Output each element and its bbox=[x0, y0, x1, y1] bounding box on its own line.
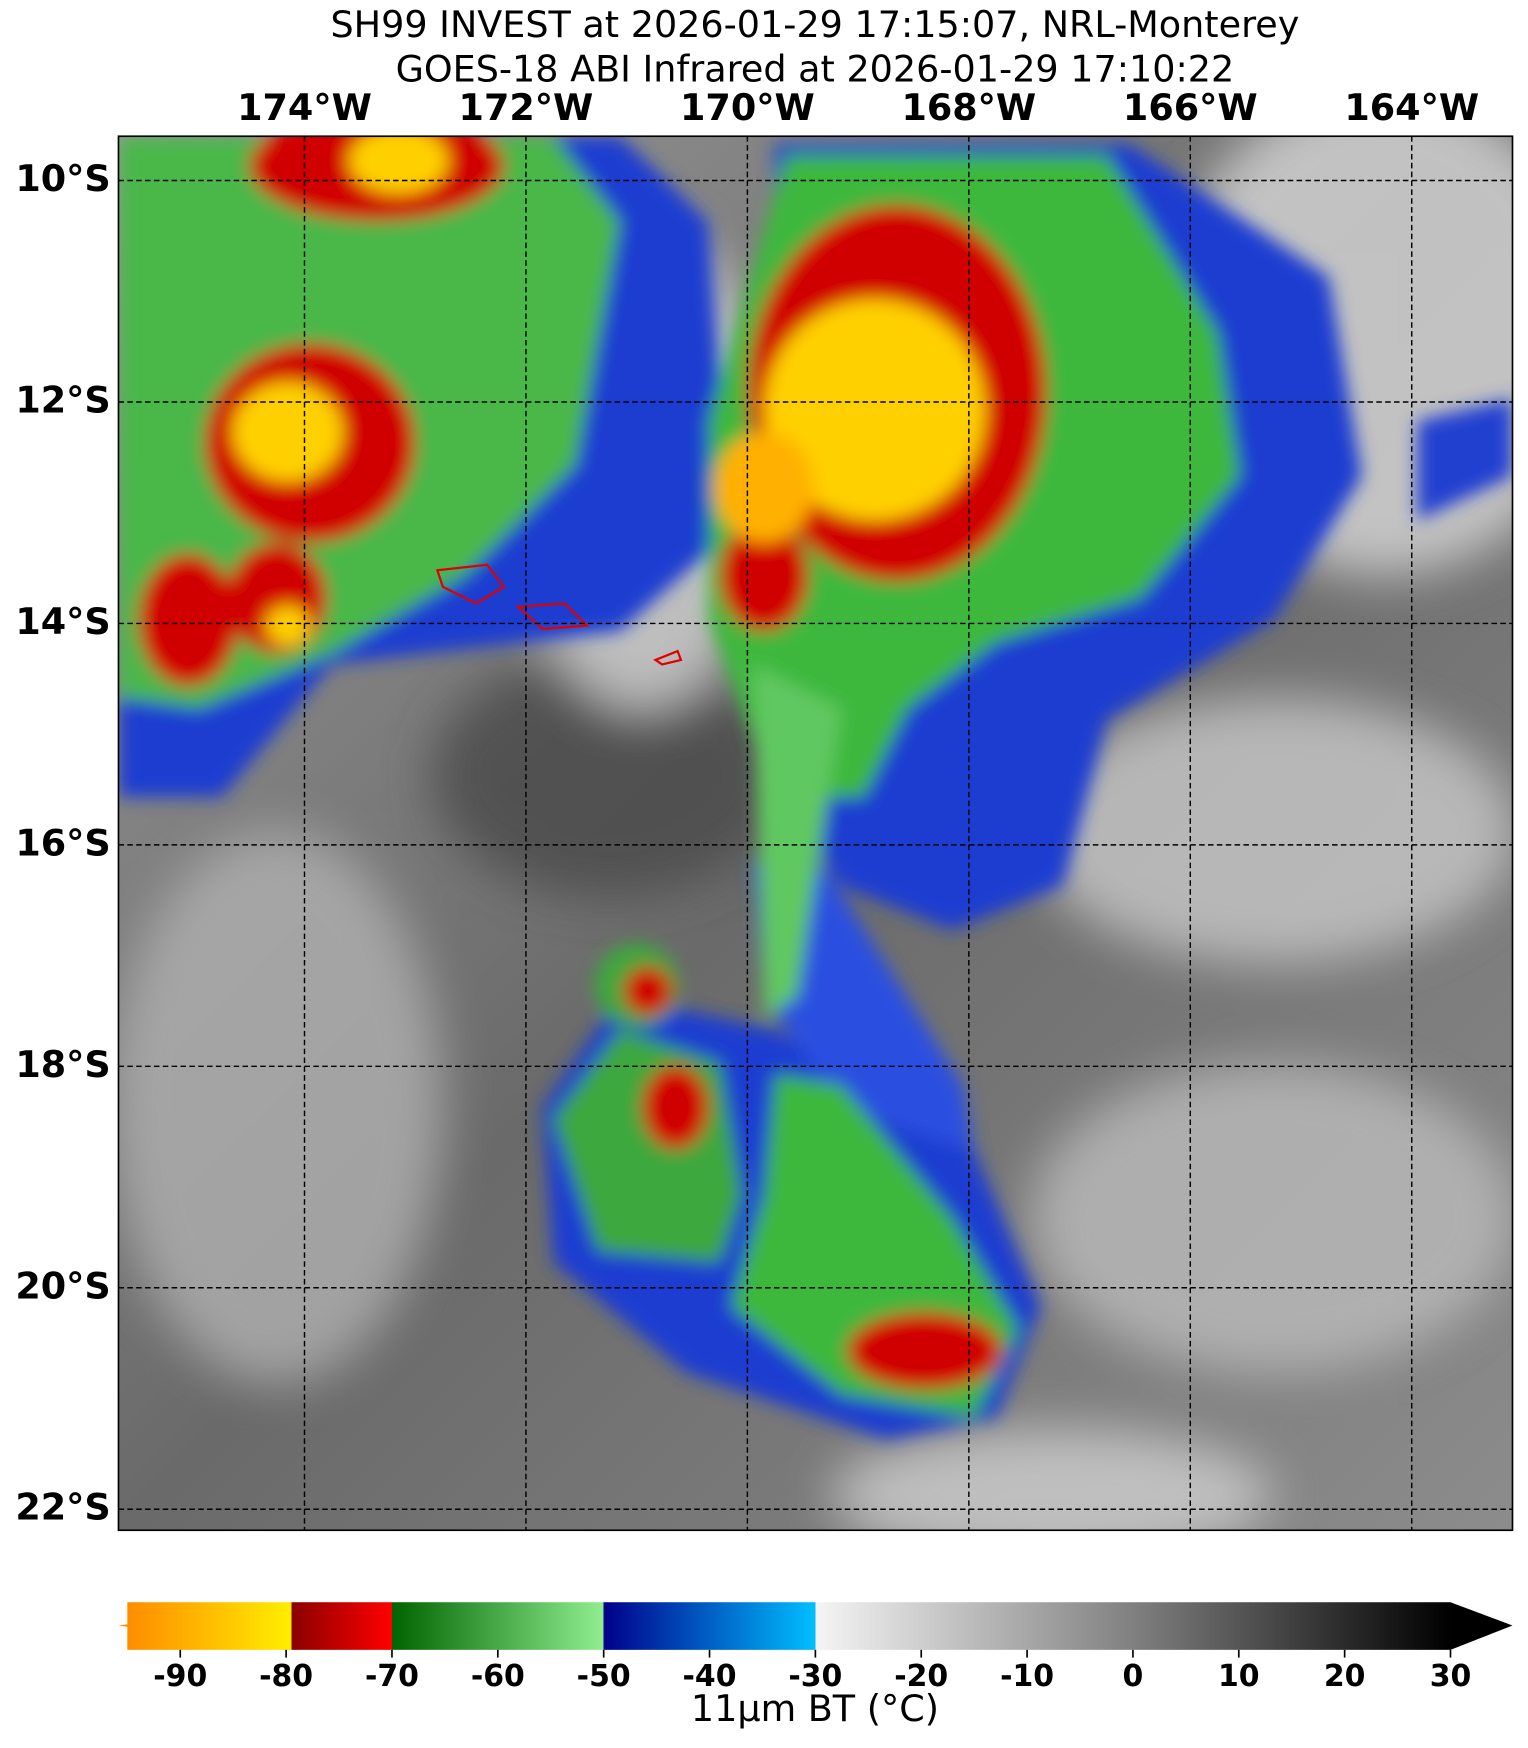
colorbar-tick-label: -50 bbox=[577, 1659, 631, 1694]
colorbar-tick-label: -60 bbox=[471, 1659, 525, 1694]
lon-tick-label: 174°W bbox=[237, 86, 372, 129]
colorbar-tick-label: -40 bbox=[683, 1659, 737, 1694]
lon-tick-label: 170°W bbox=[680, 86, 815, 129]
colorbar-tick-label: 20 bbox=[1324, 1659, 1366, 1694]
map-frame bbox=[117, 135, 1514, 1532]
lat-tick-label: 12°S bbox=[15, 378, 110, 421]
colorbar-tick-label: 0 bbox=[1123, 1659, 1144, 1694]
lat-tick-label: 16°S bbox=[15, 821, 110, 864]
colorbar bbox=[127, 1602, 1451, 1650]
title-line: GOES-18 ABI Infrared at 2026-01-29 17:10… bbox=[396, 47, 1235, 90]
colorbar-tick-label: 10 bbox=[1218, 1659, 1260, 1694]
lat-tick-label: 20°S bbox=[15, 1264, 110, 1307]
satellite-image bbox=[118, 136, 1513, 1531]
colorbar-tick-label: -30 bbox=[788, 1659, 842, 1694]
colorbar-extend-high bbox=[1450, 1602, 1513, 1650]
lat-tick-label: 18°S bbox=[15, 1043, 110, 1086]
lat-tick-label: 14°S bbox=[15, 600, 110, 643]
graticule bbox=[118, 136, 1513, 1531]
colorbar-tick-label: 30 bbox=[1430, 1659, 1472, 1694]
colorbar-tick-label: -10 bbox=[1000, 1659, 1054, 1694]
lon-tick-label: 168°W bbox=[901, 86, 1036, 129]
colorbar-tick-label: -80 bbox=[259, 1659, 313, 1694]
lat-tick-label: 22°S bbox=[15, 1486, 110, 1529]
colorbar-label: 11μm BT (°C) bbox=[691, 1687, 939, 1730]
lon-tick-label: 172°W bbox=[459, 86, 594, 129]
lon-tick-label: 166°W bbox=[1123, 86, 1258, 129]
lat-tick-label: 10°S bbox=[15, 157, 110, 200]
title-line: SH99 INVEST at 2026-01-29 17:15:07, NRL-… bbox=[330, 3, 1299, 46]
colorbar-tick-label: -20 bbox=[894, 1659, 948, 1694]
lon-tick-label: 164°W bbox=[1344, 86, 1479, 129]
colorbar-tick-label: -90 bbox=[153, 1659, 207, 1694]
colorbar-tick-label: -70 bbox=[365, 1659, 419, 1694]
